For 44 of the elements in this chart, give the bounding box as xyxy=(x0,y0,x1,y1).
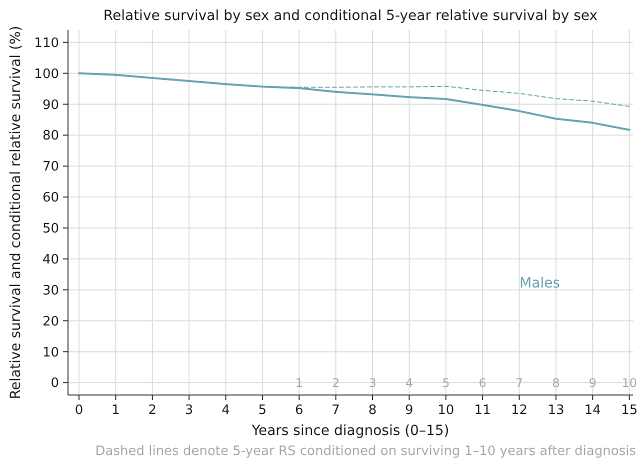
x-tick-label: 9 xyxy=(405,403,414,418)
text: Males xyxy=(520,275,560,292)
x-tick-label: 5 xyxy=(258,403,267,418)
x-tick-label: 2 xyxy=(148,403,157,418)
x-tick-label: 10 xyxy=(438,403,454,418)
x2-tick-label: 5 xyxy=(442,376,450,390)
x-tick-label: 7 xyxy=(332,403,340,418)
x2-tick-label: 4 xyxy=(405,376,414,390)
x-tick-label: 8 xyxy=(368,403,377,418)
x2-tick-label: 2 xyxy=(332,376,340,390)
x-tick-label: 0 xyxy=(74,403,84,418)
x-tick-label: 12 xyxy=(510,403,528,418)
line-series xyxy=(78,72,630,131)
y-tick-label: 10 xyxy=(42,345,59,360)
x-tick-label: 14 xyxy=(584,403,601,418)
x-tick-label: 11 xyxy=(474,403,491,418)
y-tick-label: 0 xyxy=(50,376,59,392)
y-tick-label: 80 xyxy=(42,128,59,144)
x2-tick-label: 8 xyxy=(552,376,560,390)
x2-tick-label: 9 xyxy=(588,376,596,390)
x2-tick-label: 7 xyxy=(515,376,524,390)
y-tick-label: 30 xyxy=(42,283,59,298)
y-tick-label: 20 xyxy=(42,314,59,330)
x2-tick-label: 6 xyxy=(478,376,486,390)
x2-tick-label: 1 xyxy=(295,376,303,390)
x-tick-label: 6 xyxy=(294,403,304,418)
y-tick-label: 40 xyxy=(42,252,59,268)
x-tick-label: 13 xyxy=(548,403,564,418)
x2-tick-label: 3 xyxy=(368,376,376,390)
y-tick-label: 60 xyxy=(42,190,59,206)
x2-tick-label: 10 xyxy=(622,376,637,390)
x-tick-label: 3 xyxy=(184,403,194,418)
y-tick-label: 70 xyxy=(42,160,59,175)
chart-title: Relative survival by sex and conditional 5-year relative survival by sex xyxy=(103,8,598,24)
x-tick-label: 1 xyxy=(112,403,120,418)
y-tick-label: 90 xyxy=(42,98,59,113)
text: Dashed lines denote 5-year RS conditioned on surviving 1–10 years after diagnosis xyxy=(95,444,636,459)
y-tick-label: 110 xyxy=(34,36,59,51)
x-tick-label: 15 xyxy=(621,403,638,418)
y-axis-title: Relative survival and conditional relative survival (%) xyxy=(8,26,24,400)
y-tick-label: 100 xyxy=(34,66,59,82)
x-tick-label: 4 xyxy=(222,403,230,418)
x-axis-title: Years since diagnosis (0–15) xyxy=(250,423,450,439)
y-tick-label: 50 xyxy=(42,222,59,237)
